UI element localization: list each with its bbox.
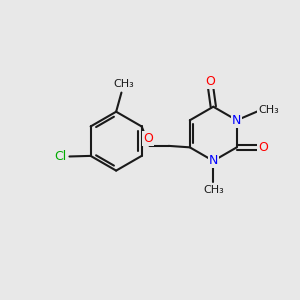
Text: O: O — [143, 132, 153, 145]
Text: N: N — [208, 154, 218, 167]
Text: CH₃: CH₃ — [203, 185, 224, 195]
Text: CH₃: CH₃ — [113, 79, 134, 89]
Text: CH₃: CH₃ — [258, 105, 279, 115]
Text: N: N — [232, 114, 242, 127]
Text: O: O — [258, 141, 268, 154]
Text: Cl: Cl — [54, 150, 66, 163]
Text: O: O — [206, 75, 215, 88]
